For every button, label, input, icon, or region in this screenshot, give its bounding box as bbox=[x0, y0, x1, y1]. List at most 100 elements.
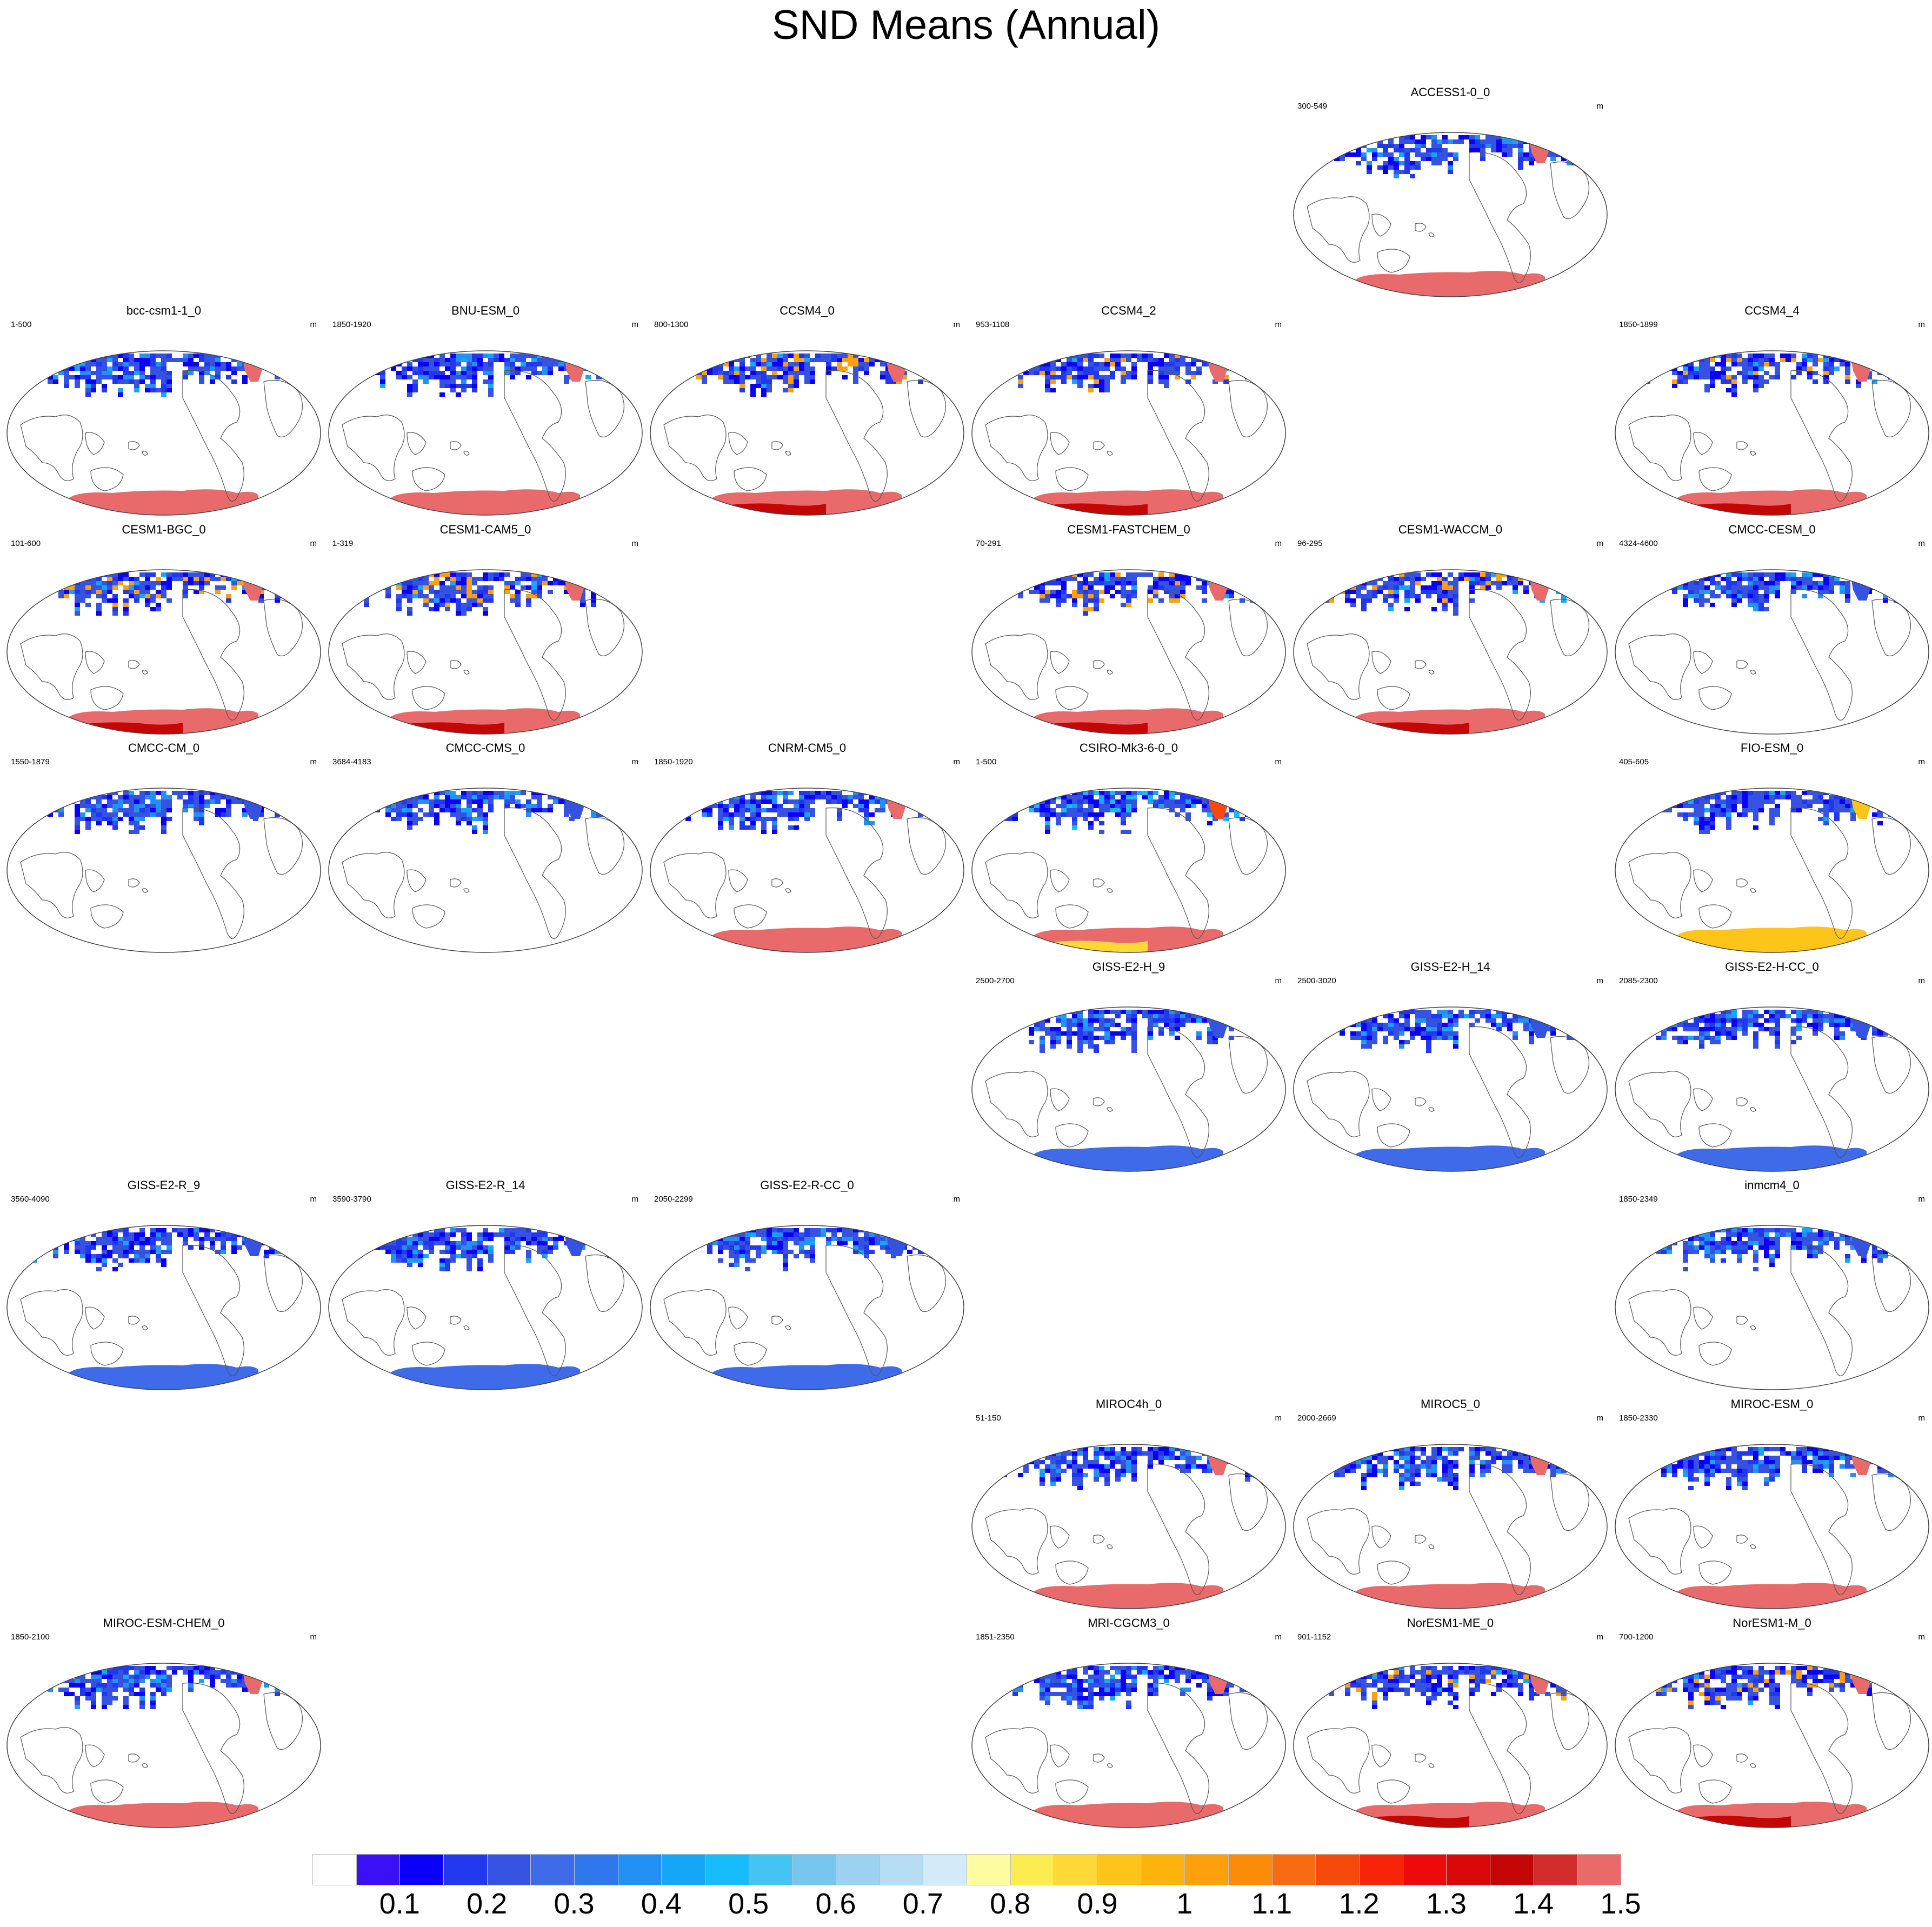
snow-cell bbox=[1131, 594, 1137, 598]
snow-cell bbox=[1475, 572, 1480, 577]
snow-cell bbox=[794, 371, 799, 375]
snow-cell bbox=[156, 812, 161, 817]
snow-cell bbox=[1164, 375, 1169, 379]
globe-outline bbox=[971, 569, 1286, 735]
snow-cell bbox=[407, 812, 412, 817]
snow-cell bbox=[161, 817, 166, 821]
snow-cell bbox=[542, 371, 548, 375]
snow-cell bbox=[1394, 1027, 1399, 1031]
snow-cell bbox=[353, 799, 358, 804]
coastline bbox=[663, 807, 947, 939]
snow-cell bbox=[891, 795, 896, 799]
snow-cell bbox=[1704, 384, 1710, 388]
snow-cell bbox=[1764, 799, 1769, 804]
snow-cell bbox=[1180, 799, 1185, 804]
snow-cell bbox=[488, 804, 494, 808]
snow-cell bbox=[1737, 598, 1742, 603]
snow-cell bbox=[183, 358, 188, 362]
snow-cell bbox=[575, 791, 580, 795]
coastline bbox=[1307, 151, 1590, 283]
snow-cell bbox=[1721, 375, 1726, 379]
snow-cell bbox=[1645, 354, 1650, 358]
snow-cell bbox=[707, 362, 712, 366]
snow-cell bbox=[1240, 366, 1245, 371]
snow-cell bbox=[991, 795, 996, 799]
snow-cell bbox=[756, 808, 761, 812]
snow-cell bbox=[1240, 804, 1245, 808]
snow-cell bbox=[1453, 157, 1458, 161]
snow-cell bbox=[740, 388, 745, 392]
snow-cell bbox=[1737, 594, 1742, 598]
snow-cell bbox=[1507, 148, 1513, 152]
snow-cell bbox=[804, 795, 810, 799]
snow-cell bbox=[618, 791, 623, 795]
snow-cell bbox=[467, 362, 472, 366]
snow-cell bbox=[1737, 358, 1742, 362]
snow-cell bbox=[1077, 366, 1083, 371]
snow-cell bbox=[42, 1228, 48, 1232]
snow-cell bbox=[777, 791, 783, 795]
snow-cell bbox=[1758, 362, 1764, 366]
snow-cell bbox=[112, 375, 118, 379]
snow-cell bbox=[1056, 812, 1061, 817]
snow-cell bbox=[1088, 1018, 1094, 1023]
snow-cell bbox=[1045, 366, 1050, 371]
snow-cell bbox=[445, 366, 450, 371]
snow-cell bbox=[1634, 581, 1640, 585]
snow-cell bbox=[1650, 362, 1656, 366]
snow-cell bbox=[1061, 795, 1067, 799]
snow-cell bbox=[1421, 139, 1426, 144]
snow-cell bbox=[880, 375, 885, 379]
snow-cell bbox=[1002, 354, 1007, 358]
snow-cell bbox=[418, 362, 423, 366]
snow-cell bbox=[707, 799, 712, 804]
snow-cell bbox=[1748, 590, 1753, 594]
snow-cell bbox=[429, 812, 434, 817]
snow-cell bbox=[750, 804, 756, 808]
snow-cell bbox=[177, 577, 183, 581]
snow-cell bbox=[204, 366, 210, 371]
snow-cell bbox=[369, 354, 375, 358]
snow-cell bbox=[1218, 354, 1223, 358]
snow-cell bbox=[1245, 366, 1250, 371]
snow-cell bbox=[1731, 1010, 1737, 1014]
snow-cell bbox=[1372, 1040, 1377, 1044]
snow-cell bbox=[761, 821, 767, 825]
snow-cell bbox=[1223, 1018, 1229, 1023]
snow-cell bbox=[1367, 1027, 1372, 1031]
snow-cell bbox=[80, 371, 85, 375]
snow-cell bbox=[118, 795, 123, 799]
snow-cell bbox=[607, 795, 612, 799]
snow-cell bbox=[858, 808, 864, 812]
snow-cell bbox=[858, 358, 864, 362]
snow-cell bbox=[280, 808, 285, 812]
snow-cell bbox=[1764, 354, 1769, 358]
snow-cell bbox=[1377, 572, 1383, 577]
snow-cell bbox=[1229, 358, 1234, 362]
snow-cell bbox=[1050, 581, 1056, 585]
snow-cell bbox=[296, 362, 302, 366]
snow-cell bbox=[504, 581, 510, 585]
snow-cell bbox=[553, 358, 558, 362]
map-panel: CCSM4_4 1850-1899 m bbox=[1613, 301, 1931, 519]
snow-cell bbox=[1529, 1014, 1534, 1018]
snow-cell bbox=[1577, 1010, 1583, 1014]
snow-cell bbox=[1394, 577, 1399, 581]
snow-cell bbox=[58, 362, 64, 366]
snow-cell bbox=[1834, 804, 1840, 808]
snow-cell bbox=[1731, 1031, 1737, 1036]
snow-cell bbox=[1469, 148, 1475, 152]
snow-cell bbox=[1753, 795, 1758, 799]
snow-cell bbox=[1694, 594, 1699, 598]
snow-cell bbox=[885, 791, 891, 795]
snow-cell bbox=[1661, 1010, 1667, 1014]
snow-cell bbox=[1577, 585, 1583, 590]
snow-cell bbox=[1007, 581, 1012, 585]
snow-cell bbox=[467, 581, 472, 585]
panel-title: CESM1-WACCM_0 bbox=[1398, 523, 1503, 536]
snow-cell bbox=[1067, 1027, 1072, 1031]
snow-cell bbox=[275, 799, 280, 804]
snow-cell bbox=[718, 354, 723, 358]
snow-cell bbox=[1577, 577, 1583, 581]
snow-cell bbox=[1196, 354, 1202, 358]
